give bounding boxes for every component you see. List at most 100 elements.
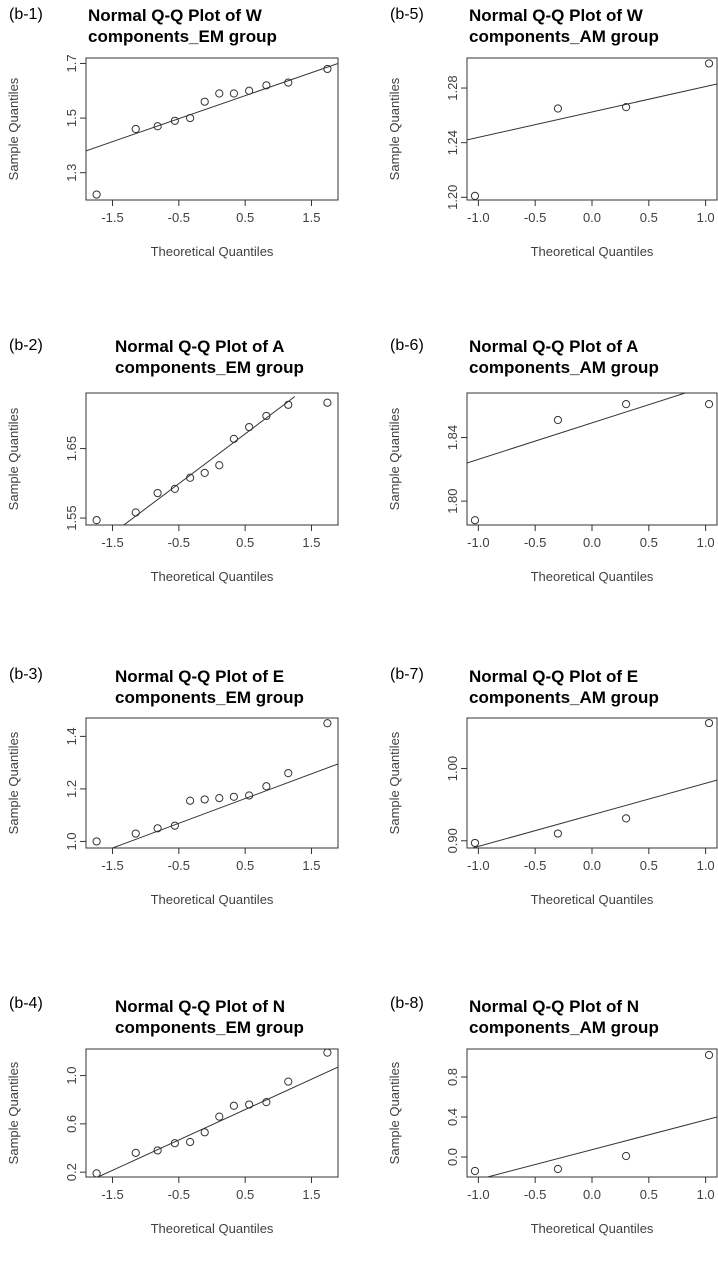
x-tick-label: 1.0	[697, 535, 715, 550]
x-tick-label: 1.5	[302, 858, 320, 873]
panel-title: Normal Q-Q Plot of A components_EM group	[115, 336, 304, 378]
y-axis-label: Sample Quantiles	[6, 1061, 21, 1164]
qq-plot-svg: -1.0 -0.5 0.0 0.5 1.0 0.90 1.00 Theoretical Qua…	[387, 717, 718, 907]
qq-point	[186, 473, 195, 482]
qq-point	[323, 719, 332, 728]
x-tick-label: -1.5	[101, 1187, 123, 1202]
y-tick-label: 1.28	[445, 75, 460, 100]
qq-point	[323, 398, 332, 407]
panel-title: Normal Q-Q Plot of A components_AM group	[469, 336, 659, 378]
qq-plot-svg: -1.5 -0.5 0.5 1.5 1.0 1.2 1.4 Theoretical Quant…	[6, 717, 339, 907]
x-axis-label: Theoretical Quantiles	[531, 569, 654, 584]
y-tick-label: 0.4	[445, 1108, 460, 1126]
x-axis-label: Theoretical Quantiles	[151, 892, 274, 907]
qq-point	[245, 791, 254, 800]
x-tick-label: -1.0	[467, 858, 489, 873]
x-tick-label: 0.5	[236, 210, 254, 225]
qq-point	[621, 103, 631, 112]
qq-reference-line	[487, 1116, 717, 1177]
qq-point	[470, 191, 480, 201]
qq-point	[229, 792, 238, 801]
panel-label: (b-8)	[390, 995, 424, 1012]
x-tick-label: 1.0	[697, 858, 715, 873]
x-tick-label: 1.0	[697, 1187, 715, 1202]
panel-title-line-1: Normal Q-Q Plot of W	[469, 6, 643, 25]
qq-point	[200, 97, 209, 106]
qq-point	[170, 821, 179, 830]
qq-point	[92, 837, 101, 846]
x-tick-label: 1.5	[302, 210, 320, 225]
panel-title-line-2: components_AM group	[469, 1018, 659, 1037]
qq-point	[262, 782, 271, 791]
x-tick-label: 0.5	[640, 210, 658, 225]
qq-panel-b-5: (b-5) Normal Q-Q Plot of W components_AM…	[359, 0, 718, 317]
qq-reference-line	[472, 779, 717, 848]
qq-point	[186, 113, 195, 123]
panel-title-line-1: Normal Q-Q Plot of N	[115, 997, 285, 1016]
y-axis-label: Sample Quantiles	[387, 731, 402, 834]
x-tick-label: 0.5	[236, 535, 254, 550]
qq-point	[215, 1112, 224, 1121]
qq-point	[186, 1137, 195, 1147]
x-axis-label: Theoretical Quantiles	[531, 244, 654, 259]
qq-reference-line	[97, 1066, 338, 1177]
qq-plot-svg: -1.0 -0.5 0.0 0.5 1.0 1.20 1.24 1.28 Theoretical…	[387, 57, 718, 259]
panel-title-line-2: components_EM group	[115, 358, 304, 377]
panel-title-line-2: components_AM group	[469, 27, 659, 46]
plot-frame	[85, 57, 339, 201]
qq-point	[704, 1050, 714, 1060]
x-tick-label: -0.5	[524, 535, 546, 550]
x-tick-label: 0.5	[640, 858, 658, 873]
plot-frame	[466, 57, 718, 201]
qq-point	[262, 1098, 271, 1107]
y-tick-label: 0.90	[445, 828, 460, 853]
qq-point	[92, 190, 101, 199]
plot-frame	[466, 392, 718, 526]
qq-point	[131, 124, 140, 134]
qq-point	[553, 104, 563, 113]
qq-point	[200, 1128, 209, 1137]
y-tick-label: 1.0	[64, 832, 79, 850]
qq-point	[704, 59, 714, 68]
x-tick-label: -1.0	[467, 535, 489, 550]
panel-title-line-2: components_AM group	[469, 358, 659, 377]
panel-label: (b-1)	[9, 6, 43, 23]
qq-point	[215, 461, 224, 470]
y-tick-label: 0.2	[64, 1163, 79, 1181]
qq-reference-line	[122, 396, 296, 525]
qq-point	[470, 516, 480, 525]
panel-label: (b-7)	[390, 666, 424, 683]
qq-point	[131, 1148, 140, 1157]
y-tick-label: 1.0	[64, 1067, 79, 1085]
y-tick-label: 1.4	[64, 727, 79, 745]
panel-title: Normal Q-Q Plot of W components_EM group	[88, 5, 277, 47]
y-tick-label: 1.5	[64, 109, 79, 127]
qq-point	[621, 1151, 631, 1161]
y-tick-label: 1.3	[64, 164, 79, 182]
x-axis-label: Theoretical Quantiles	[531, 892, 654, 907]
qq-plot-svg: -1.0 -0.5 0.0 0.5 1.0 1.80 1.84 Theoretical Qua…	[387, 392, 718, 584]
panel-title-line-1: Normal Q-Q Plot of E	[469, 667, 639, 686]
y-axis-label: Sample Quantiles	[387, 77, 402, 180]
x-tick-label: -1.0	[467, 1187, 489, 1202]
plot-frame	[85, 1048, 339, 1178]
qq-point	[215, 794, 224, 803]
x-axis-label: Theoretical Quantiles	[151, 569, 274, 584]
y-tick-label: 1.7	[64, 54, 79, 72]
y-tick-label: 1.84	[445, 425, 460, 450]
panel-title-line-1: Normal Q-Q Plot of A	[115, 337, 285, 356]
qq-point	[704, 718, 714, 728]
panel-label: (b-2)	[9, 337, 43, 354]
qq-point	[553, 415, 563, 425]
qq-plot-svg: -1.5 -0.5 0.5 1.5 1.55 1.65 Theoretical Quanti…	[6, 392, 339, 584]
qq-point	[704, 400, 714, 409]
x-tick-label: 0.0	[583, 210, 601, 225]
panel-label: (b-4)	[9, 995, 43, 1012]
x-tick-label: 1.0	[697, 210, 715, 225]
y-tick-label: 1.00	[445, 756, 460, 781]
x-axis-label: Theoretical Quantiles	[531, 1221, 654, 1236]
panel-label: (b-3)	[9, 666, 43, 683]
qq-point	[262, 81, 271, 90]
qq-panel-b-3: (b-3) Normal Q-Q Plot of E components_EM…	[0, 634, 359, 951]
y-tick-label: 0.8	[445, 1068, 460, 1086]
